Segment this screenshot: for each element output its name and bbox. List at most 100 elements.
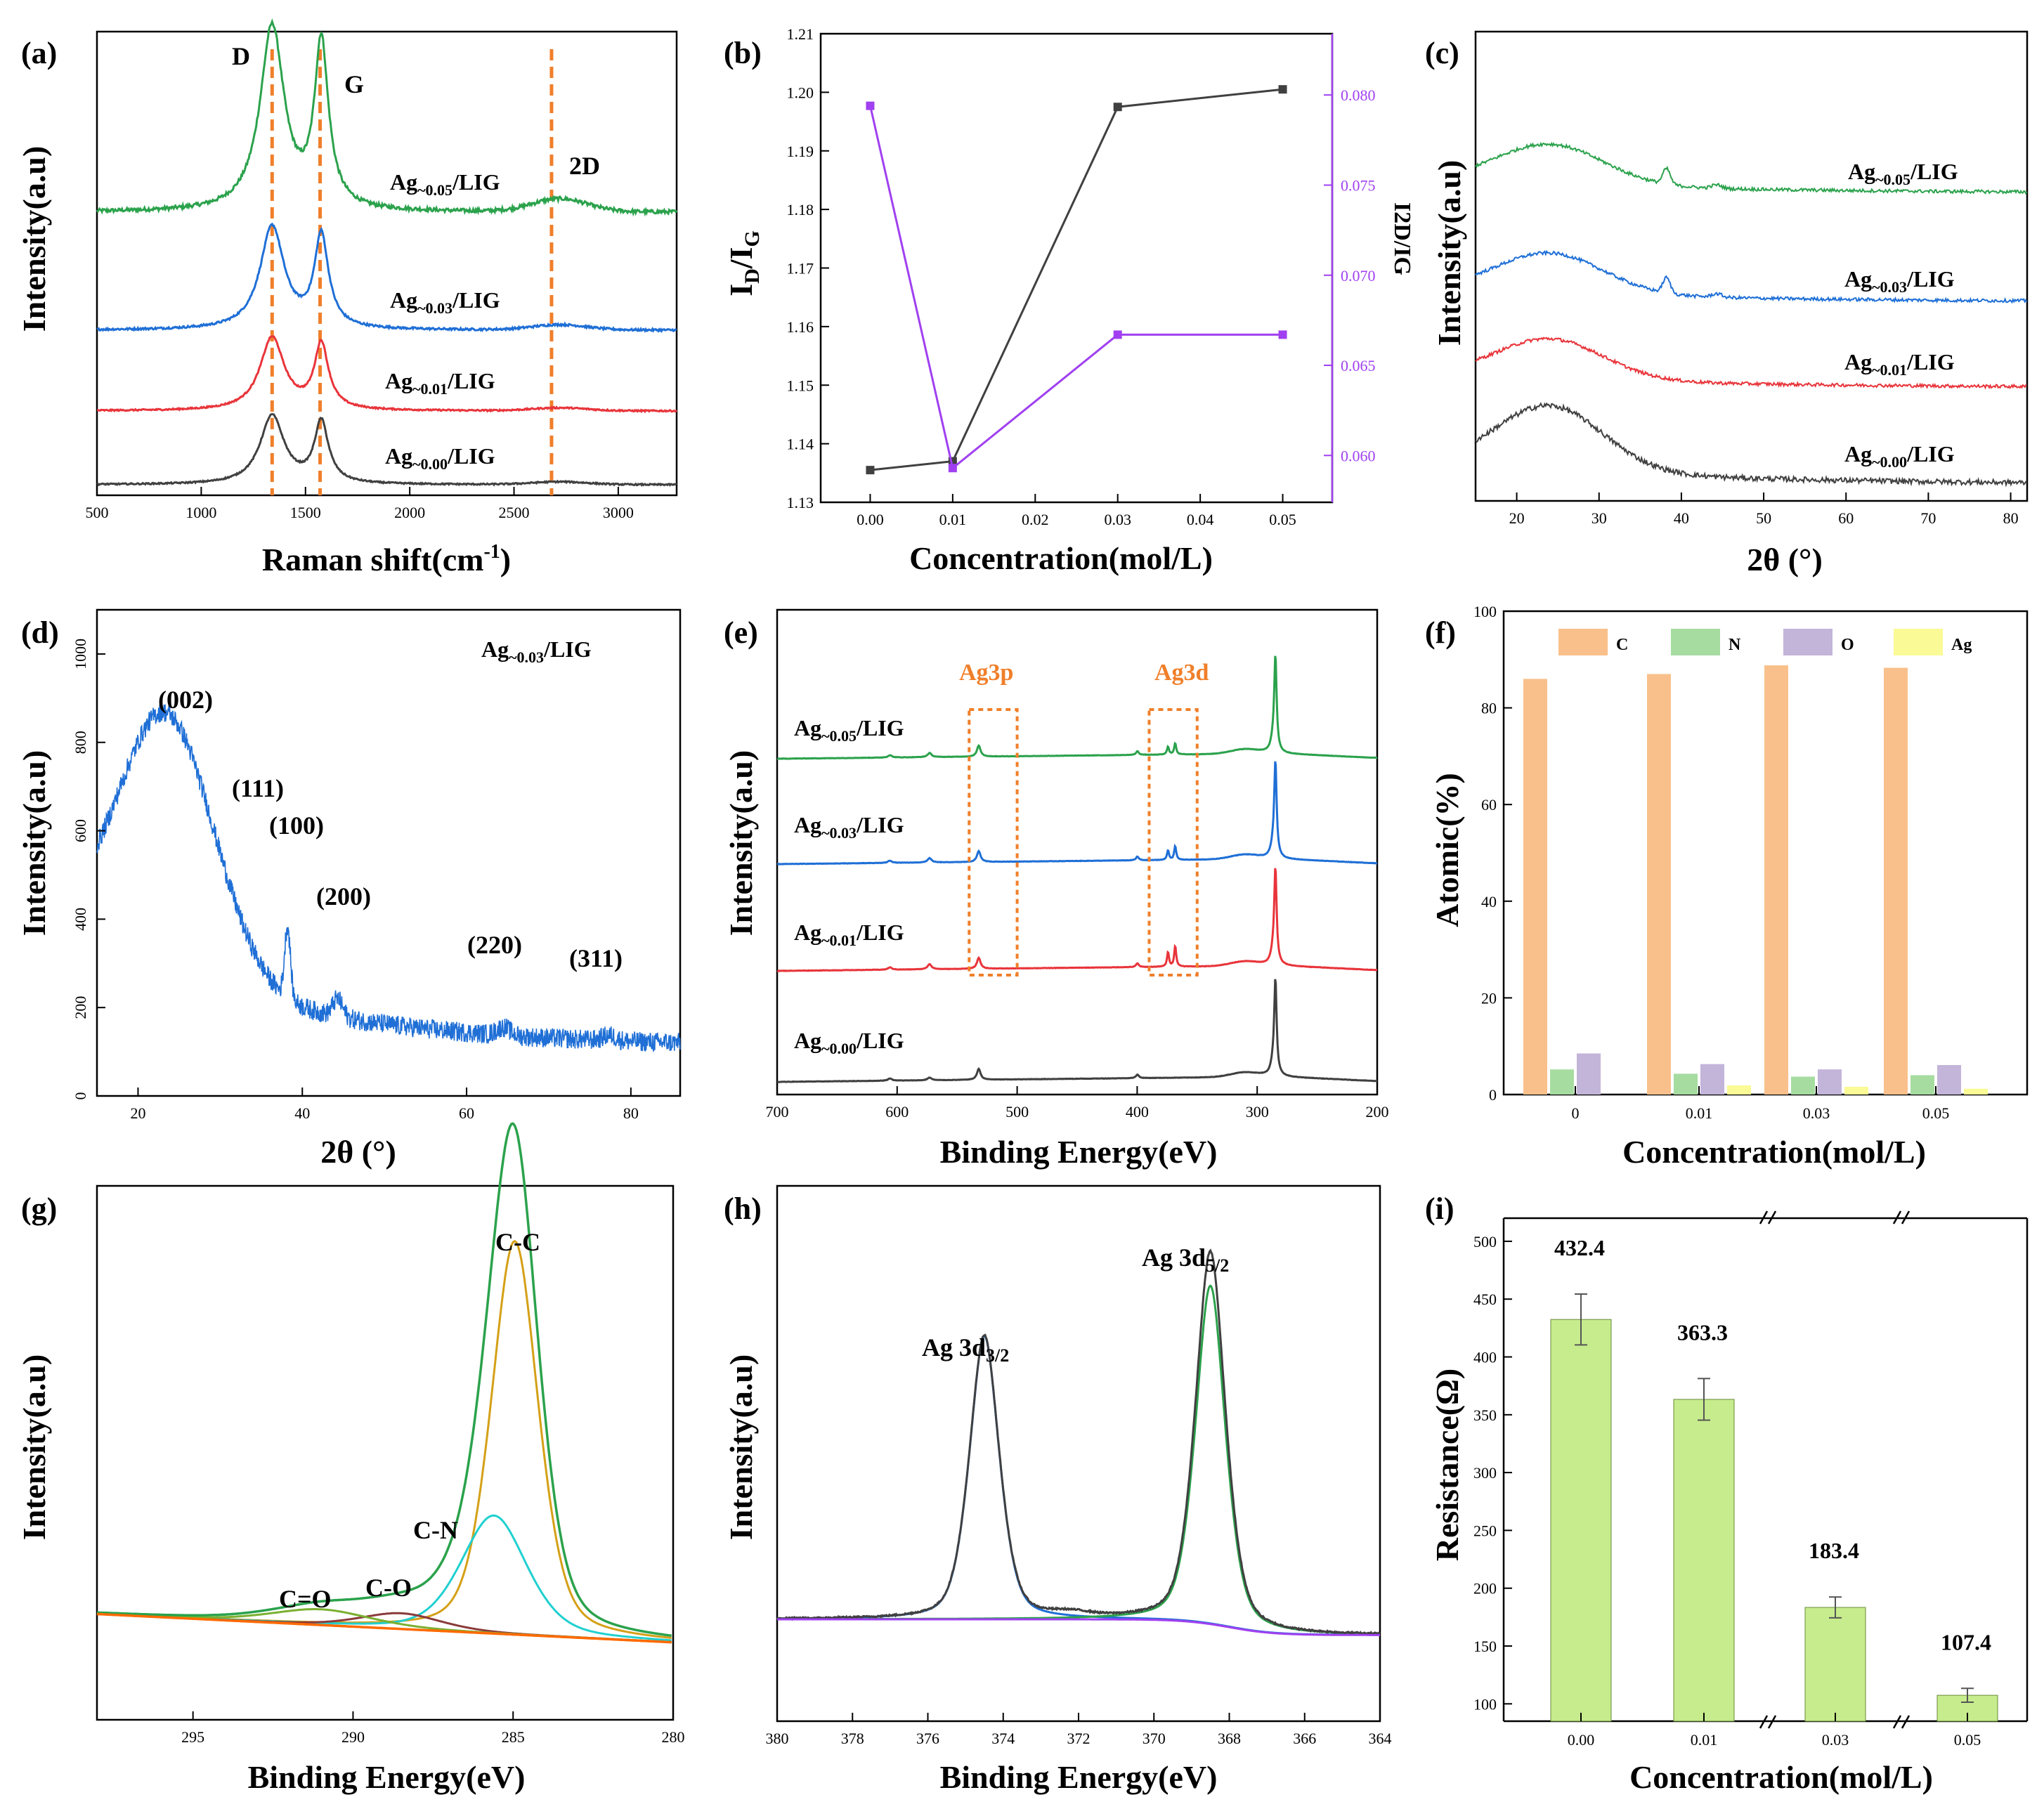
ag3d-baseline-line xyxy=(777,1618,1380,1636)
raman-series-line xyxy=(96,18,678,217)
panel-f-label: (f) xyxy=(1425,615,1456,650)
xrd-detail-y-label: 600 xyxy=(72,819,89,842)
resistance-y-label: 300 xyxy=(1473,1464,1497,1482)
xrd-detail-x-label: 60 xyxy=(459,1104,474,1122)
atomic-y-label: 80 xyxy=(1481,700,1497,717)
ag3d-x-label: 368 xyxy=(1218,1730,1241,1747)
panel-c-label: (c) xyxy=(1425,36,1459,70)
xrd-detail-y-label: 200 xyxy=(72,996,89,1019)
ag3p-highlight-box xyxy=(968,708,1019,977)
ratio-marker xyxy=(866,466,875,475)
co-peak-label: C-O xyxy=(365,1574,412,1602)
panel-h-xlabel: Binding Energy(eV) xyxy=(940,1759,1218,1795)
resistance-value-label: 107.4 xyxy=(1941,1629,1991,1654)
xrd-label-ag-0.01: Ag~0.01/LIG xyxy=(1844,349,1955,379)
atomic-x-label: 0.01 xyxy=(1686,1104,1713,1122)
xrd-label-ag-0.03: Ag~0.03/LIG xyxy=(1844,266,1955,296)
raman-series-line xyxy=(96,222,677,334)
ag3d-x-label: 364 xyxy=(1369,1730,1392,1747)
legend-label-o: O xyxy=(1841,636,1854,654)
ratio-marker xyxy=(1278,330,1287,339)
resistance-y-label: 250 xyxy=(1473,1522,1497,1539)
atomic-y-label: 100 xyxy=(1473,603,1497,620)
panel-a-frame xyxy=(96,30,678,497)
panel-i-label: (i) xyxy=(1425,1191,1454,1226)
xrd-label-ag-0.05: Ag~0.05/LIG xyxy=(1848,159,1958,188)
panel-f-xlabel: Concentration(mol/L) xyxy=(1622,1134,1926,1170)
xrd-detail-y-label: 1000 xyxy=(72,639,89,670)
ag3d-raw-line xyxy=(776,1248,1381,1636)
panel-h-label: (h) xyxy=(724,1191,762,1226)
xrd-x-label: 60 xyxy=(1838,509,1854,527)
atomic-bar-o xyxy=(1700,1064,1724,1095)
xrd-label-ag-0.00: Ag~0.00/LIG xyxy=(1844,441,1955,471)
xrd-detail-y-label: 0 xyxy=(72,1092,89,1100)
atomic-y-label: 0 xyxy=(1489,1086,1497,1104)
ratio-y2-label: 0.080 xyxy=(1341,86,1376,104)
panel-h-ag3d-spectrum: (h) 380 378 376 374 372 370 368 366 364 Ag 3d3/2… xyxy=(723,1184,1392,1795)
xrd-series-line xyxy=(1475,141,2028,195)
panel-c-ylabel: Intensity(a.u) xyxy=(1431,160,1467,346)
panel-d-legend: Ag~0.03/LIG xyxy=(481,636,592,666)
panel-b-frame xyxy=(819,32,1334,504)
panel-d-ylabel: Intensity(a.u) xyxy=(16,750,52,936)
xrd-detail-x-label: 40 xyxy=(294,1104,310,1122)
peak-002-label: (002) xyxy=(158,686,213,714)
ag3d-component-line xyxy=(777,1284,1380,1635)
series-label-ag-0.00: Ag~0.00/LIG xyxy=(385,443,495,473)
panel-e-label: (e) xyxy=(724,615,758,650)
xps-survey-x-label: 600 xyxy=(885,1103,909,1121)
panel-a-xlabel: Raman shift(cm-1) xyxy=(262,541,511,577)
resistance-y-label: 450 xyxy=(1473,1291,1497,1308)
xps-survey-line xyxy=(776,979,1378,1083)
ratio-y-label: 1.17 xyxy=(787,260,814,277)
panel-b-intensity-ratio: (b) 0.00 0.01 0.02 0.03 0.04 0.05 1.13 1.14 1.15… xyxy=(723,25,1415,576)
xps-survey-x-label: 400 xyxy=(1126,1103,1149,1121)
raman-g-band-label: G xyxy=(344,70,364,98)
ratio-marker xyxy=(1113,330,1122,339)
xrd-detail-x-label: 80 xyxy=(623,1104,639,1122)
ratio-y2-label: 0.070 xyxy=(1341,267,1376,285)
xps-survey-line xyxy=(777,761,1378,866)
raman-x-label: 2500 xyxy=(499,504,530,521)
panel-e-xlabel: Binding Energy(eV) xyxy=(940,1134,1218,1170)
panel-a-ylabel: Intensity(a.u) xyxy=(16,146,52,332)
peak-100-label: (100) xyxy=(269,811,324,840)
ratio-y-label: 1.21 xyxy=(787,25,814,43)
atomic-bar-n xyxy=(1550,1069,1574,1095)
atomic-bar-n xyxy=(1674,1073,1698,1095)
c1s-x-label: 290 xyxy=(341,1728,365,1746)
atomic-y-label: 40 xyxy=(1481,893,1497,910)
raman-x-label: 2000 xyxy=(394,504,425,521)
ratio-x-label: 0.01 xyxy=(939,511,967,528)
resistance-value-label: 363.3 xyxy=(1677,1319,1728,1345)
xrd-x-label: 40 xyxy=(1674,509,1689,527)
ratio-y-label: 1.19 xyxy=(787,143,814,160)
legend-label-c: C xyxy=(1616,636,1628,654)
atomic-y-label: 60 xyxy=(1481,796,1497,814)
ag3d-component-line xyxy=(777,1334,1380,1636)
resistance-x-label: 0.03 xyxy=(1822,1731,1849,1749)
ratio-y-label: 1.14 xyxy=(787,436,814,453)
ratio-series-line xyxy=(869,105,1283,470)
panel-d-label: (d) xyxy=(21,615,59,650)
legend-swatch-n xyxy=(1671,629,1720,655)
xrd-detail-line xyxy=(96,703,681,1053)
raman-series-line xyxy=(96,412,677,487)
resistance-x-label: 0.01 xyxy=(1691,1731,1718,1749)
c1s-envelope-line xyxy=(96,1122,672,1637)
ag3d-box-label: Ag3d xyxy=(1154,660,1209,686)
atomic-x-label: 0.03 xyxy=(1803,1104,1830,1122)
ratio-marker xyxy=(1113,103,1122,112)
panel-g-label: (g) xyxy=(21,1191,57,1226)
atomic-bar-n xyxy=(1910,1075,1934,1095)
survey-label-ag-0.01: Ag~0.01/LIG xyxy=(794,920,904,949)
panel-a-raman: (a) 500 1000 1500 2000 2500 3000 D G 2D Ag~0.… xyxy=(16,18,678,577)
panel-a-label: (a) xyxy=(21,36,57,70)
panel-i-resistance: (i) 432.4 363.3 183.4 107.4 100 150 200 250 300… xyxy=(1425,1191,2029,1795)
atomic-x-label: 0.05 xyxy=(1922,1104,1950,1122)
xrd-detail-y-label: 800 xyxy=(72,731,89,754)
panel-h-ylabel: Intensity(a.u) xyxy=(723,1354,759,1541)
panel-c-frame xyxy=(1474,30,2029,502)
panel-e-ylabel: Intensity(a.u) xyxy=(723,750,759,936)
